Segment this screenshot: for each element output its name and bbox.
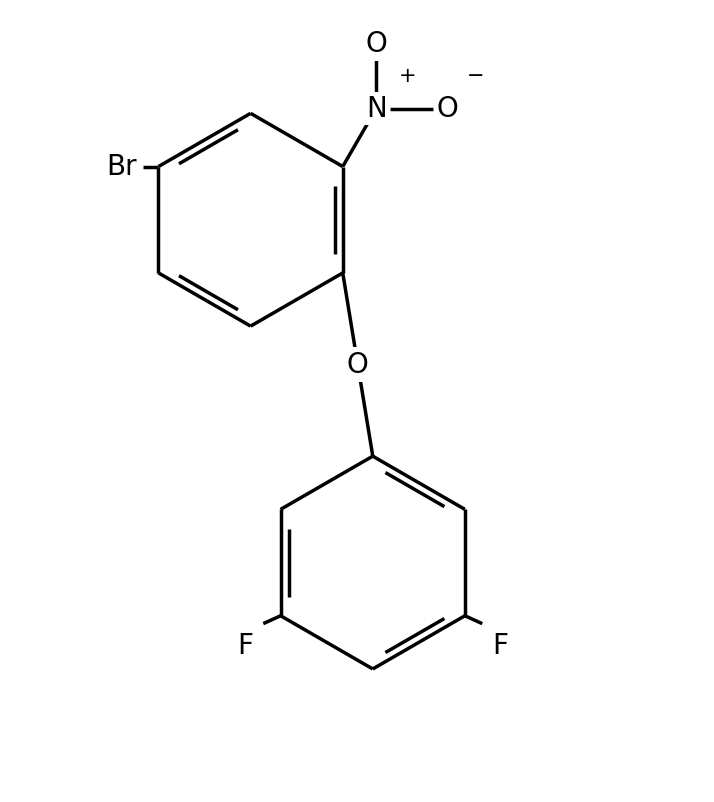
- Text: O: O: [366, 30, 387, 58]
- Text: −: −: [467, 67, 484, 87]
- Text: O: O: [436, 95, 458, 123]
- Text: N: N: [366, 95, 386, 123]
- Text: Br: Br: [106, 152, 137, 180]
- Text: F: F: [237, 631, 253, 659]
- Text: F: F: [493, 631, 508, 659]
- Text: O: O: [347, 350, 368, 379]
- Text: +: +: [398, 67, 416, 87]
